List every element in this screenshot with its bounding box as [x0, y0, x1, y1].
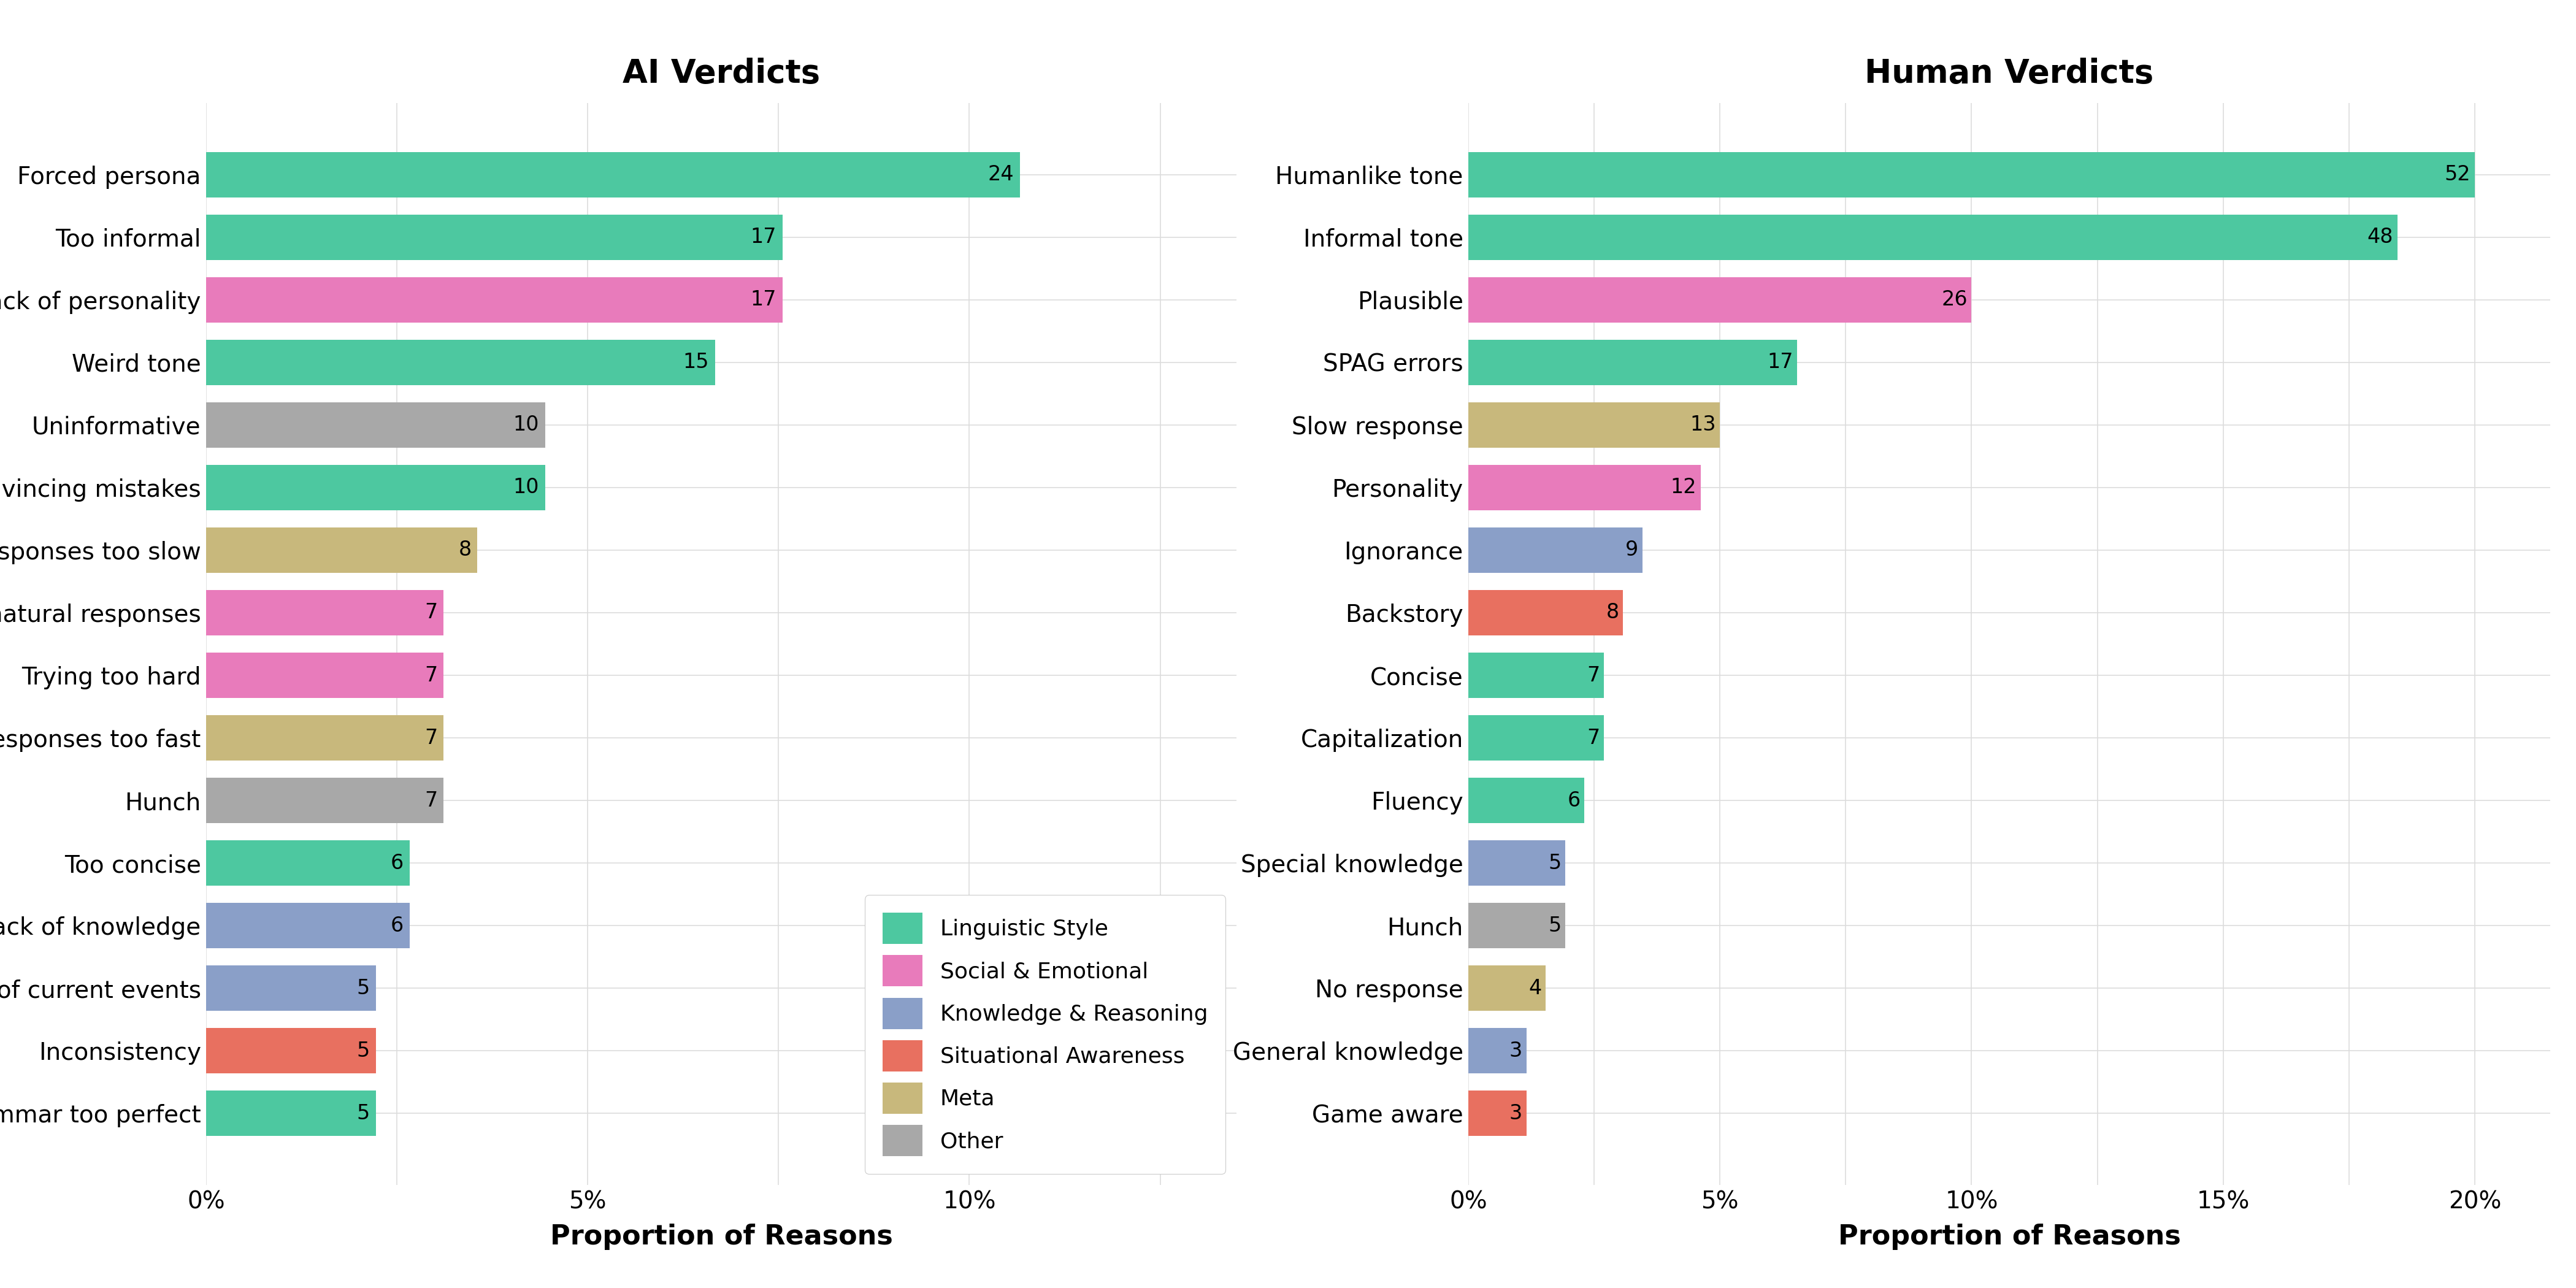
Text: 5: 5: [355, 978, 368, 998]
Bar: [1468, 903, 1566, 948]
Bar: [206, 277, 783, 322]
Text: 10: 10: [513, 415, 538, 435]
Bar: [206, 841, 410, 886]
Bar: [1468, 340, 1798, 385]
Bar: [1468, 1091, 1528, 1136]
Text: 5: 5: [1548, 853, 1561, 873]
Text: 26: 26: [1942, 290, 1968, 310]
Title: Human Verdicts: Human Verdicts: [1865, 58, 2154, 89]
Bar: [1468, 841, 1566, 886]
Bar: [1468, 966, 1546, 1011]
Text: 7: 7: [425, 603, 438, 623]
Bar: [206, 465, 546, 510]
Text: 6: 6: [392, 916, 404, 935]
Text: 8: 8: [459, 540, 471, 560]
Text: 48: 48: [2367, 227, 2393, 247]
Bar: [1468, 778, 1584, 823]
Text: 3: 3: [1510, 1103, 1522, 1123]
Text: 5: 5: [355, 1041, 368, 1061]
Bar: [206, 215, 783, 260]
Text: 17: 17: [750, 290, 775, 310]
Text: 7: 7: [425, 728, 438, 748]
X-axis label: Proportion of Reasons: Proportion of Reasons: [549, 1224, 894, 1249]
Bar: [206, 1091, 376, 1136]
Bar: [206, 715, 443, 760]
Bar: [1468, 590, 1623, 635]
Text: 6: 6: [1566, 791, 1582, 810]
Bar: [206, 653, 443, 698]
Bar: [206, 152, 1020, 197]
Text: 12: 12: [1669, 478, 1698, 497]
Bar: [206, 903, 410, 948]
Bar: [1468, 528, 1643, 573]
Bar: [1468, 653, 1605, 698]
Bar: [1468, 277, 1971, 322]
Text: 8: 8: [1607, 603, 1620, 623]
Text: 24: 24: [989, 165, 1015, 185]
Text: 5: 5: [355, 1103, 368, 1123]
Text: 7: 7: [1587, 665, 1600, 685]
Bar: [1468, 215, 2398, 260]
Bar: [1468, 715, 1605, 760]
Text: 15: 15: [683, 353, 708, 372]
Legend: Linguistic Style, Social & Emotional, Knowledge & Reasoning, Situational Awarene: Linguistic Style, Social & Emotional, Kn…: [866, 895, 1226, 1173]
Text: 6: 6: [392, 853, 404, 873]
Bar: [1468, 402, 1721, 447]
Bar: [206, 1028, 376, 1073]
Bar: [206, 528, 477, 573]
Text: 7: 7: [425, 791, 438, 810]
Title: AI Verdicts: AI Verdicts: [623, 58, 819, 89]
Text: 9: 9: [1625, 540, 1638, 560]
Bar: [206, 402, 546, 447]
Text: 7: 7: [1587, 728, 1600, 748]
Text: 17: 17: [1767, 353, 1793, 372]
Bar: [206, 590, 443, 635]
Bar: [206, 778, 443, 823]
Text: 13: 13: [1690, 415, 1716, 435]
Text: 17: 17: [750, 227, 775, 247]
Bar: [1468, 152, 2476, 197]
X-axis label: Proportion of Reasons: Proportion of Reasons: [1837, 1224, 2182, 1249]
Text: 5: 5: [1548, 916, 1561, 935]
Text: 10: 10: [513, 478, 538, 497]
Bar: [206, 340, 716, 385]
Text: 7: 7: [425, 665, 438, 685]
Text: 4: 4: [1528, 978, 1540, 998]
Bar: [206, 966, 376, 1011]
Bar: [1468, 465, 1700, 510]
Text: 52: 52: [2445, 165, 2470, 185]
Text: 3: 3: [1510, 1041, 1522, 1061]
Bar: [1468, 1028, 1528, 1073]
